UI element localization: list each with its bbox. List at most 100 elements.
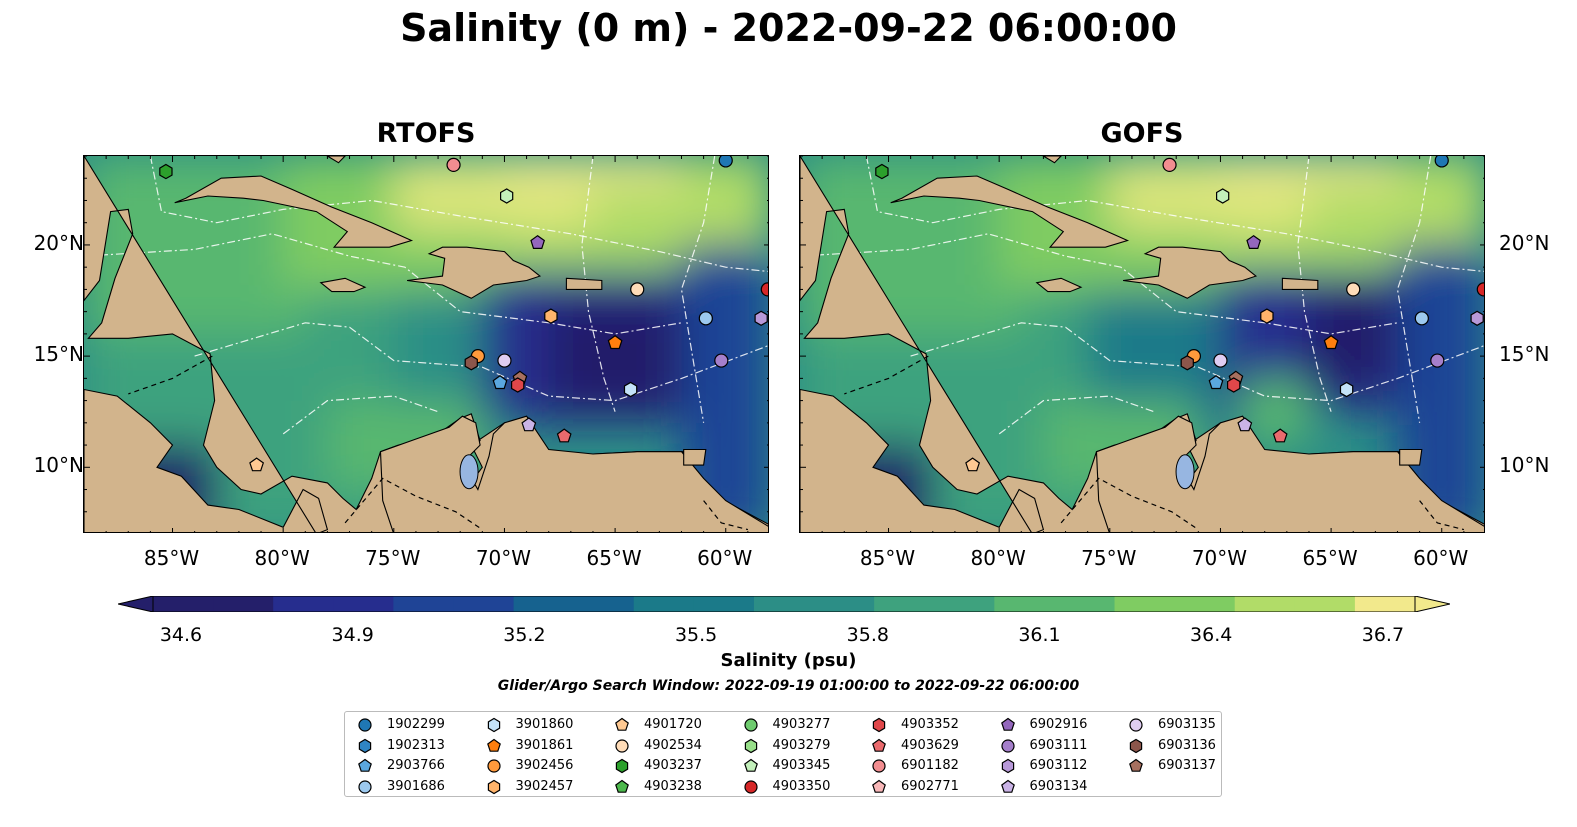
float-marker: [718, 156, 733, 168]
colorbar-segment: [513, 596, 575, 612]
float-marker: [1339, 381, 1354, 398]
legend-label: 1902313: [387, 737, 445, 753]
float-marker: [623, 381, 638, 398]
lon-tick-label: 75°W: [365, 546, 421, 570]
colorbar-segment: [814, 596, 875, 612]
float-marker: [544, 308, 558, 324]
colorbar-segment: [213, 596, 274, 612]
legend-label: 4903345: [772, 758, 831, 773]
float-marker: [1227, 377, 1241, 393]
legend-marker-shape: [744, 738, 757, 753]
legend-label: 4901720: [644, 717, 702, 732]
colorbar-segment: [453, 596, 515, 612]
float-marker: [446, 157, 461, 172]
panel-title-gofs: GOFS: [1100, 118, 1184, 149]
lat-tick-label-right: 15°N: [1499, 342, 1550, 367]
legend-marker: [872, 759, 886, 773]
legend-label: 4903237: [644, 758, 702, 773]
lon-tick-label: 80°W: [254, 546, 310, 570]
lon-tick-label: 65°W: [1302, 546, 1358, 570]
legend-label: 1902299: [387, 717, 445, 732]
legend-marker: [487, 779, 500, 794]
float-marker: [159, 163, 173, 180]
float-marker: [1470, 310, 1484, 326]
search-window-text: Glider/Argo Search Window: 2022-09-19 01…: [497, 678, 1080, 694]
legend-label: 6902771: [901, 778, 959, 794]
legend-label: 6901182: [901, 758, 959, 773]
legend-label: 4903352: [901, 717, 959, 732]
float-marker: [530, 234, 546, 250]
legend-marker-shape: [872, 779, 886, 793]
legend-label: 6902916: [1029, 717, 1088, 732]
colorbar-segment: [693, 596, 755, 612]
legend-marker-shape: [358, 718, 372, 732]
legend-marker-shape: [872, 717, 886, 733]
legend-label: 3901861: [515, 737, 574, 753]
figure-title: Salinity (0 m) - 2022-09-22 06:00:00: [400, 6, 1177, 50]
legend-marker-shape: [358, 738, 372, 753]
legend-marker-shape: [615, 758, 629, 774]
legend-marker-shape: [615, 738, 629, 753]
legend-label: 4903279: [772, 737, 831, 753]
legend-marker-shape: [358, 758, 372, 772]
legend-marker-shape: [743, 779, 758, 794]
rtofs-map: [83, 155, 769, 533]
colorbar-segment: [153, 596, 214, 612]
legend-marker-shape: [1000, 738, 1015, 753]
colorbar-tick-label: 36.4: [1190, 624, 1233, 646]
colorbar-segment: [633, 596, 695, 612]
lat-tick-label-left: 15°N: [33, 342, 84, 367]
float-marker: [556, 428, 572, 443]
float-marker: [1162, 157, 1177, 172]
legend-label: 6903136: [1158, 737, 1216, 753]
colorbar-segment: [273, 596, 334, 612]
legend-marker: [358, 758, 372, 772]
legend-marker: [743, 779, 758, 794]
legend-marker-shape: [1129, 758, 1143, 772]
float-marker: [965, 457, 981, 472]
legend-marker-shape: [615, 717, 629, 731]
legend-label: 3902456: [515, 758, 574, 773]
float-marker: [875, 163, 889, 180]
legend-label: 6903112: [1029, 758, 1088, 773]
colorbar-segment: [1354, 596, 1416, 612]
legend-marker: [486, 759, 501, 773]
colorbar-tick-label: 35.8: [846, 624, 889, 646]
legend-marker: [615, 717, 629, 731]
legend-label: 4903277: [772, 717, 831, 732]
legend-marker-shape: [743, 758, 758, 772]
lon-tick-label: 75°W: [1081, 546, 1137, 570]
colorbar-segment: [934, 596, 995, 612]
float-marker: [607, 335, 623, 350]
legend-label: 4903350: [772, 778, 831, 794]
colorbar-tick-label: 36.1: [1018, 624, 1061, 646]
legend-label: 4902534: [644, 737, 702, 753]
colorbar-tick-label: 34.6: [159, 624, 203, 646]
lat-tick-label-left: 10°N: [33, 453, 84, 478]
float-marker: [500, 188, 514, 204]
legend-marker: [744, 738, 757, 753]
float-marker: [714, 353, 729, 368]
lat-tick-label-left: 20°N: [33, 230, 84, 255]
legend-marker: [487, 717, 500, 733]
colorbar-segment: [753, 596, 815, 612]
float-marker: [1246, 234, 1262, 250]
legend-marker-shape: [486, 759, 501, 773]
colorbar-segment: [393, 596, 454, 612]
colorbar-tick-label: 35.5: [674, 624, 718, 646]
colorbar-segment: [874, 596, 935, 612]
legend-marker-shape: [872, 738, 886, 752]
lon-tick-label: 60°W: [697, 546, 753, 570]
legend-label: 3901686: [387, 778, 445, 794]
lon-tick-label: 85°W: [143, 546, 200, 570]
legend-marker-shape: [486, 738, 501, 752]
colorbar-segment: [1114, 596, 1176, 612]
panel-title-rtofs: RTOFS: [376, 118, 476, 149]
gofs-map: [799, 155, 1485, 533]
legend-marker-shape: [1129, 738, 1143, 753]
legend-label: 4903238: [644, 778, 702, 794]
float-marker: [1180, 355, 1194, 371]
lon-tick-label: 85°W: [859, 546, 916, 570]
legend-marker: [872, 717, 886, 733]
lon-tick-label: 70°W: [1191, 546, 1248, 570]
